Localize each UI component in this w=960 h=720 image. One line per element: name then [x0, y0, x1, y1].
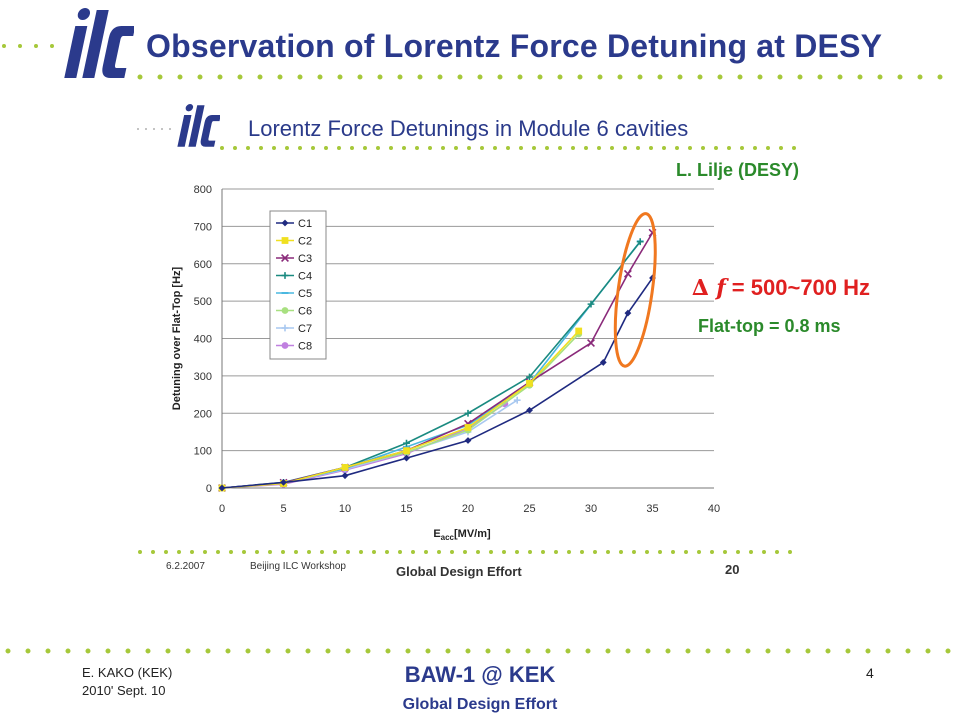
credit-label: L. Lilje (DESY) — [676, 160, 800, 180]
y-tick-label: 300 — [194, 371, 212, 383]
slide-title: Observation of Lorentz Force Detuning at… — [146, 28, 883, 64]
x-tick-label: 15 — [400, 503, 412, 515]
legend-marker-C8 — [281, 342, 289, 349]
x-tick-label: 10 — [339, 503, 351, 515]
x-tick-label: 20 — [462, 503, 474, 515]
footer-date: 2010' Sept. 10 — [82, 683, 166, 698]
data-point-C2 — [403, 447, 410, 455]
data-point-C2 — [575, 327, 583, 335]
legend-label-C2: C2 — [298, 236, 312, 248]
ilc-logo — [64, 8, 134, 78]
x-tick-label: 5 — [280, 503, 286, 515]
footer-organization: Global Design Effort — [402, 696, 558, 713]
y-axis-label: Detuning over Flat-Top [Hz] — [171, 266, 183, 410]
data-point-C4 — [636, 238, 644, 246]
data-point-C1 — [464, 437, 472, 444]
legend-label-C1: C1 — [298, 218, 312, 230]
data-point-C1 — [526, 406, 533, 414]
y-tick-label: 0 — [206, 483, 212, 495]
x-tick-label: 30 — [585, 503, 597, 515]
y-tick-label: 400 — [194, 334, 212, 346]
highlight-ellipse — [613, 212, 657, 368]
data-point-C2 — [526, 379, 533, 387]
detuning-chart: 0 100 200 300 400 500 600 700 800 0 5 10 15 20 25 30 35 4… — [171, 184, 720, 542]
delta-f-symbol: ∆ f — [692, 275, 726, 301]
data-point-C1 — [403, 454, 410, 462]
data-point-C4 — [464, 409, 472, 417]
x-tick-label: 0 — [219, 503, 225, 515]
page-number: 4 — [866, 665, 874, 681]
inner-footer-page: 20 — [725, 562, 740, 577]
x-tick-label: 25 — [523, 503, 535, 515]
y-tick-label: 700 — [194, 221, 212, 233]
inner-title-dots — [220, 146, 802, 150]
data-point-C4 — [587, 300, 595, 308]
inner-ilc-logo — [177, 104, 220, 147]
x-tick-label: 35 — [646, 503, 658, 515]
x-tick-label: 40 — [708, 503, 720, 515]
embedded-slide — [136, 88, 800, 592]
footer-conference: BAW-1 @ KEK — [404, 662, 556, 687]
data-point-C1 — [624, 309, 632, 317]
legend-label-C8: C8 — [298, 341, 312, 353]
inner-slide-title: Lorentz Force Detunings in Module 6 cavi… — [248, 116, 689, 141]
footer-author: E. KAKO (KEK) — [82, 665, 173, 680]
data-point-C3 — [623, 269, 632, 278]
legend-marker-C2 — [281, 237, 289, 244]
detuning-range-value: = 500~700 Hz — [725, 275, 871, 300]
data-point-C1 — [218, 484, 226, 492]
legend-box — [269, 210, 327, 360]
data-point-C3 — [587, 339, 595, 347]
flattop-label: Flat-top = 0.8 ms — [698, 316, 841, 336]
legend-marker-C3 — [281, 254, 289, 262]
y-tick-label: 200 — [194, 408, 212, 420]
legend-marker-C6 — [281, 307, 289, 314]
legend-marker-C4 — [281, 272, 289, 279]
data-point-C1 — [341, 472, 349, 480]
data-point-C1 — [599, 359, 607, 366]
inner-footer-event: Beijing ILC Workshop — [250, 561, 346, 572]
legend-label-C4: C4 — [298, 271, 312, 283]
y-tick-label: 100 — [194, 446, 212, 458]
x-axis-label: Eacc[MV/m] — [433, 528, 491, 542]
footer-dotted-line — [5, 648, 960, 654]
legend-label-C3: C3 — [298, 253, 312, 265]
detuning-range-label: ∆ f = 500~700 Hz — [692, 275, 870, 301]
inner-footer-date: 6.2.2007 — [166, 561, 205, 572]
y-tick-label: 600 — [194, 259, 212, 271]
inner-footer-org: Global Design Effort — [396, 564, 522, 579]
inner-footer-dots — [138, 550, 802, 554]
title-dotted-line-left — [2, 44, 66, 48]
legend-label-C5: C5 — [298, 288, 312, 300]
data-point-C2 — [341, 464, 349, 471]
y-tick-label: 500 — [194, 296, 212, 308]
legend-label-C6: C6 — [298, 306, 312, 318]
y-tick-label: 800 — [194, 184, 212, 196]
legend-label-C7: C7 — [298, 323, 312, 335]
data-point-C4 — [526, 373, 533, 381]
legend-marker-C7 — [281, 324, 289, 332]
data-point-C2 — [464, 424, 472, 431]
data-point-C7 — [513, 396, 521, 404]
data-point-C4 — [403, 439, 410, 447]
title-dotted-line — [137, 74, 960, 80]
